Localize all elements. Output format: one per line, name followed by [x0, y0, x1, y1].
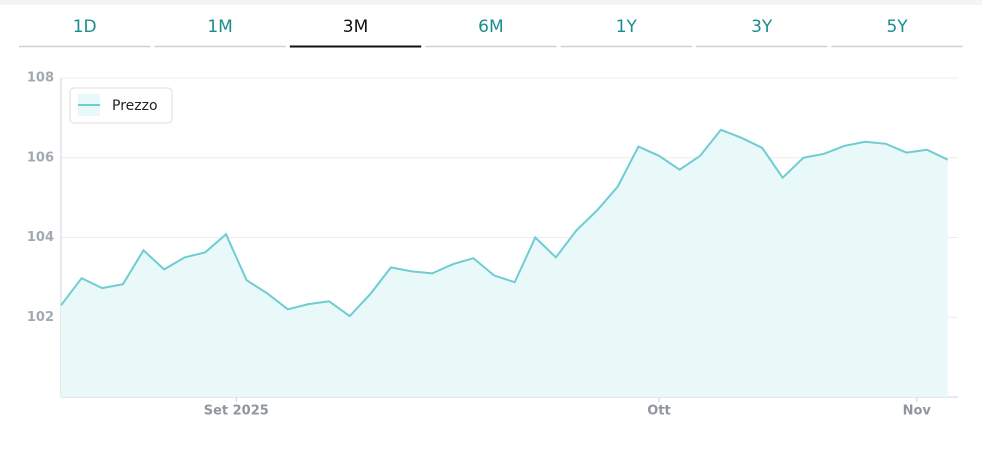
tab-label[interactable]: 3M [343, 17, 368, 37]
line [60, 128, 949, 318]
tab-label[interactable]: 1D [73, 17, 97, 37]
y-tick-label: 106 [27, 150, 54, 165]
tab-label[interactable]: 5Y [886, 17, 908, 37]
y-tick-label: 102 [27, 310, 54, 325]
legend-label: Prezzo [112, 98, 158, 114]
tab-label[interactable]: 1M [207, 17, 232, 37]
tab-label[interactable]: 1Y [616, 17, 638, 37]
top-strip [0, 0, 982, 5]
tab-label[interactable]: 3Y [751, 17, 773, 37]
tab-label[interactable]: 6M [478, 17, 503, 37]
x-tick-label: Nov [903, 404, 932, 419]
y-tick-label: 104 [27, 230, 54, 245]
x-tick-label: Set 2025 [204, 404, 269, 419]
area [61, 129, 948, 398]
y-tick-label: 108 [27, 71, 54, 86]
x-tick-label: Ott [647, 404, 670, 419]
